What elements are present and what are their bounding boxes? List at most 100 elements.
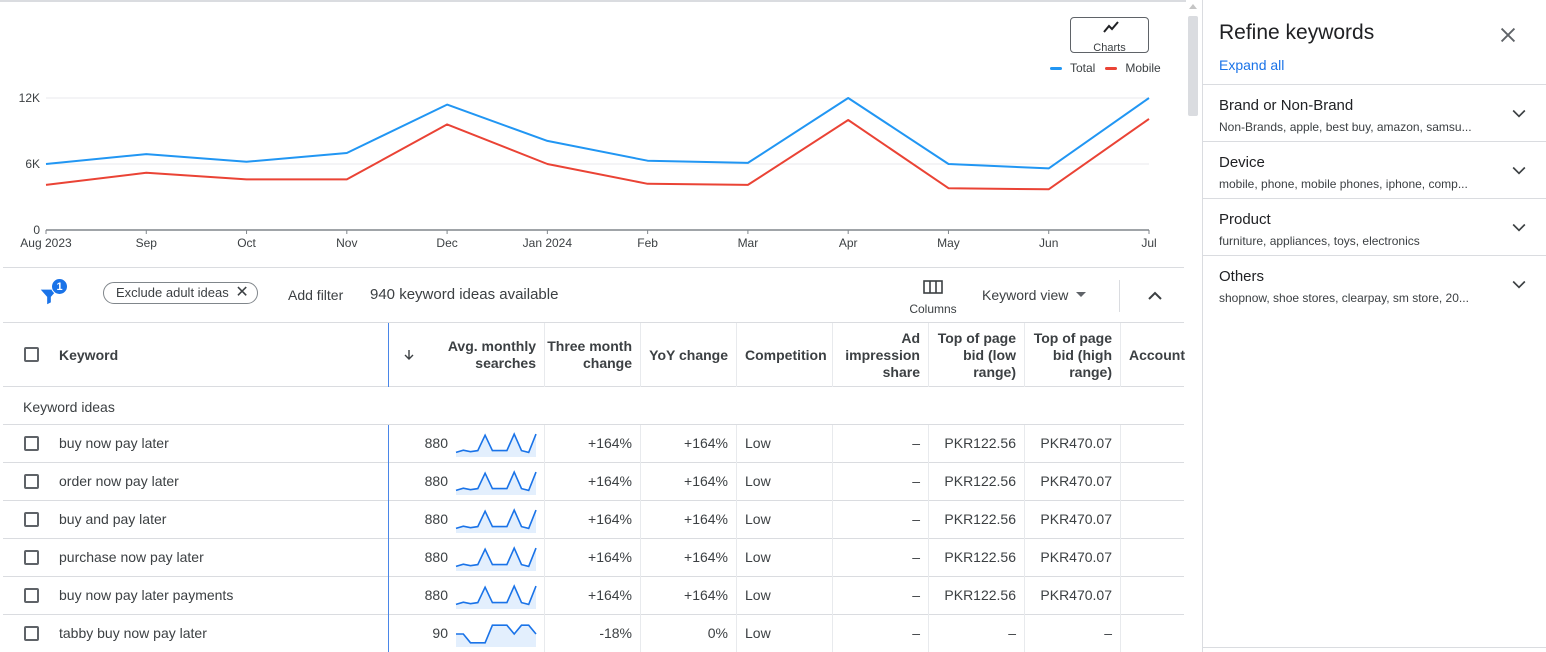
chevron-down-icon[interactable] [1509, 103, 1529, 123]
col-divider [928, 323, 929, 387]
table-row[interactable]: purchase now pay later 880 +164% +164% Low – P… [3, 539, 1184, 577]
col-divider [928, 425, 929, 463]
col-divider [832, 615, 833, 652]
sort-arrow-down-icon[interactable] [403, 349, 415, 361]
yoy-change-cell: +164% [684, 549, 728, 565]
header-yoy-change[interactable]: YoY change [649, 346, 728, 363]
competition-cell: Low [745, 473, 771, 489]
header-bid-high[interactable]: Top of page bid (high range) [1033, 329, 1112, 380]
sparkline-area [456, 586, 536, 609]
three-month-change-cell: +164% [588, 511, 632, 527]
yoy-change-cell: 0% [707, 625, 728, 641]
bid-low-cell: PKR122.56 [944, 549, 1016, 565]
section-title: Device [1219, 154, 1265, 171]
col-divider [640, 577, 641, 615]
refine-section-brand-or-non-brand[interactable]: Brand or Non-Brand Non-Brands, apple, bes… [1203, 84, 1546, 141]
bid-low-cell: PKR122.56 [944, 587, 1016, 603]
yoy-change-cell: +164% [684, 511, 728, 527]
vertical-scrollbar[interactable] [1186, 2, 1201, 652]
col-divider [736, 463, 737, 501]
filter-bar: 1 Exclude adult ideas ✕ Add filter 940 k… [3, 267, 1184, 323]
bid-high-cell: PKR470.07 [1040, 549, 1112, 565]
chevron-down-icon[interactable] [1509, 274, 1529, 294]
col-divider [736, 539, 737, 577]
keyword-view-label: Keyword view [982, 287, 1069, 303]
col-divider [1120, 425, 1121, 463]
add-filter-button[interactable]: Add filter [288, 287, 344, 303]
collapse-chevron-up-icon[interactable] [1143, 284, 1167, 308]
row-checkbox[interactable] [24, 588, 39, 603]
refine-section-others[interactable]: Others shopnow, shoe stores, clearpay, sm… [1203, 255, 1546, 312]
col-divider [736, 425, 737, 463]
col-divider [640, 539, 641, 577]
col-divider [832, 323, 833, 387]
sparkline-area [456, 472, 536, 495]
sorted-column-line [388, 425, 389, 652]
header-keyword[interactable]: Keyword [59, 346, 119, 363]
col-divider [832, 577, 833, 615]
scroll-thumb[interactable] [1188, 16, 1198, 116]
y-tick-label: 0 [33, 223, 40, 237]
keyword-cell: tabby buy now pay later [59, 625, 207, 641]
x-tick-label: Apr [839, 236, 858, 250]
ad-impression-share-cell: – [912, 587, 920, 603]
header-bid-low[interactable]: Top of page bid (low range) [937, 329, 1016, 380]
keyword-view-dropdown[interactable]: Keyword view [982, 287, 1087, 303]
refine-section-device[interactable]: Device mobile, phone, mobile phones, ipho… [1203, 141, 1546, 198]
legend-item-total: Total [1050, 61, 1095, 75]
header-three-month-change[interactable]: Three month change [547, 338, 632, 371]
x-tick-label: Aug 2023 [20, 236, 72, 250]
legend-item-mobile: Mobile [1105, 61, 1161, 75]
bid-high-cell: PKR470.07 [1040, 435, 1112, 451]
top-border [0, 0, 1186, 2]
avg-searches-cell: 880 [424, 473, 448, 489]
table-row[interactable]: buy now pay later payments 880 +164% +164% L… [3, 577, 1184, 615]
x-tick-label: Dec [436, 236, 457, 250]
chart-legend: Total Mobile [1050, 61, 1171, 75]
table-row[interactable]: buy now pay later 880 +164% +164% Low – PKR122… [3, 425, 1184, 463]
table-row[interactable]: buy and pay later 880 +164% +164% Low – PKR122… [3, 501, 1184, 539]
col-divider [736, 501, 737, 539]
filter-icon[interactable] [38, 285, 60, 307]
trend-sparkline [456, 624, 537, 647]
columns-button[interactable]: Columns [903, 276, 963, 318]
col-divider [928, 463, 929, 501]
sparkline-area [456, 510, 536, 533]
header-avg-monthly-searches[interactable]: Avg. monthly searches [447, 338, 536, 371]
row-checkbox[interactable] [24, 626, 39, 641]
refine-section-product[interactable]: Product furniture, appliances, toys, elec… [1203, 198, 1546, 255]
table-row[interactable]: tabby buy now pay later 90 -18% 0% Low – – – [3, 615, 1184, 652]
ad-impression-share-cell: – [912, 625, 920, 641]
chart-trend-icon [1103, 21, 1119, 33]
expand-all-link[interactable]: Expand all [1219, 57, 1285, 73]
row-checkbox[interactable] [24, 550, 39, 565]
section-title: Brand or Non-Brand [1219, 97, 1354, 114]
row-checkbox[interactable] [24, 512, 39, 527]
col-divider [1120, 615, 1121, 652]
header-ad-impression-share[interactable]: Ad impression share [845, 329, 920, 380]
col-divider [832, 501, 833, 539]
charts-button[interactable]: Charts [1070, 17, 1149, 54]
header-competition[interactable]: Competition [745, 346, 827, 363]
section-title: Product [1219, 211, 1271, 228]
competition-cell: Low [745, 625, 771, 641]
row-checkbox[interactable] [24, 474, 39, 489]
chevron-down-icon[interactable] [1509, 160, 1529, 180]
table-row[interactable]: order now pay later 880 +164% +164% Low – PKR1… [3, 463, 1184, 501]
scroll-up-arrow-icon[interactable] [1189, 4, 1197, 9]
col-divider [928, 577, 929, 615]
bid-high-cell: – [1104, 625, 1112, 641]
chevron-down-icon[interactable] [1509, 217, 1529, 237]
col-divider [544, 501, 545, 539]
x-tick-label: Oct [237, 236, 256, 250]
header-account[interactable]: Account [1129, 346, 1185, 363]
col-divider [544, 539, 545, 577]
select-all-checkbox[interactable] [24, 347, 39, 362]
chip-remove-icon[interactable]: ✕ [235, 284, 249, 301]
col-divider [1024, 501, 1025, 539]
exclude-adult-ideas-chip[interactable]: Exclude adult ideas ✕ [103, 282, 258, 304]
keyword-ideas-count: 940 keyword ideas available [370, 286, 559, 303]
row-checkbox[interactable] [24, 436, 39, 451]
close-icon[interactable] [1497, 24, 1519, 46]
col-divider [832, 463, 833, 501]
